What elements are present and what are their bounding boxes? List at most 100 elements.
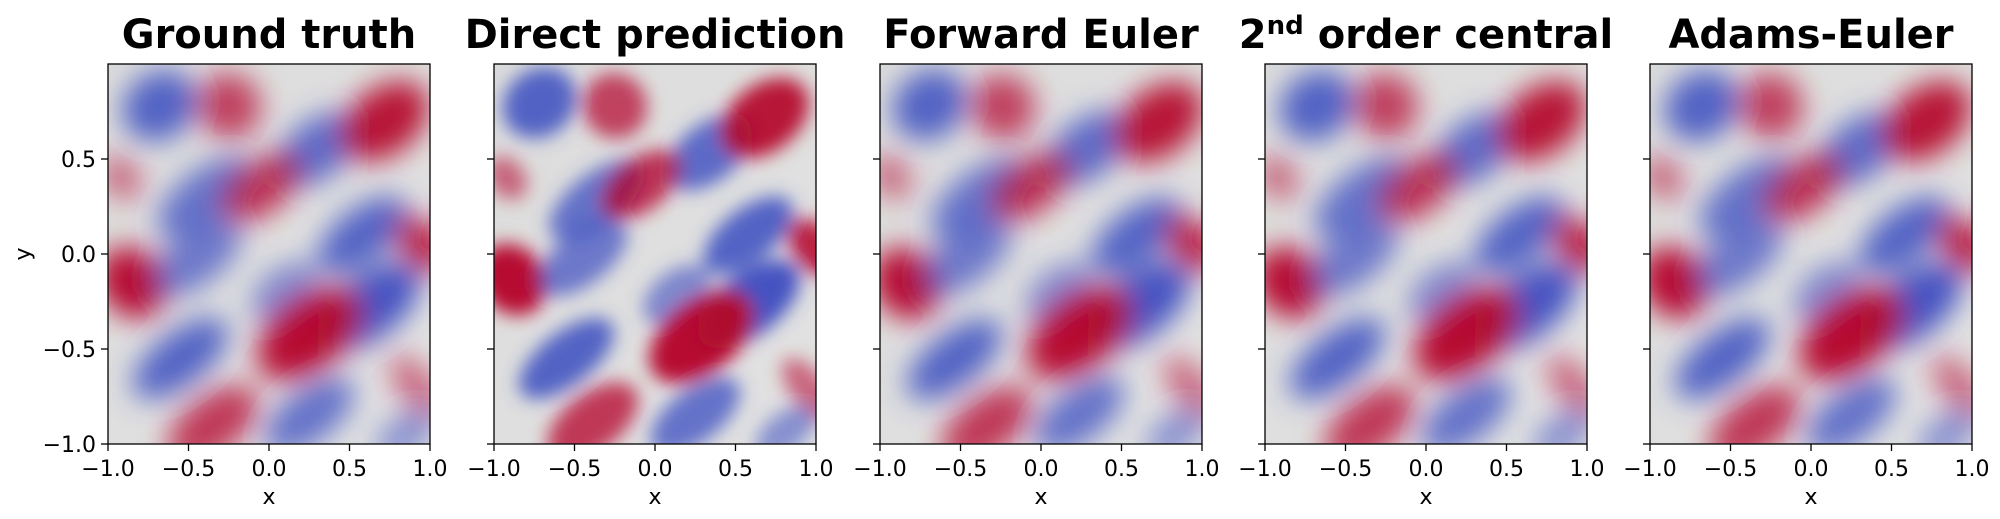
- x-tick-label: −0.5: [162, 457, 215, 482]
- heatmap-blob: [375, 408, 430, 444]
- heatmap-blob: [991, 151, 1071, 222]
- heatmap-blob: [1552, 215, 1587, 274]
- heatmap-blob: [1763, 152, 1843, 223]
- heatmap-blob: [1026, 286, 1132, 380]
- x-tick-label: 0.5: [332, 457, 367, 482]
- heatmap-blob: [256, 287, 362, 381]
- heatmap-blob: [108, 246, 167, 319]
- y-tick-label: −0.5: [43, 338, 96, 363]
- heatmap-blob: [1114, 81, 1202, 163]
- x-tick-label: 0.0: [638, 457, 673, 482]
- panel-title: Ground truth: [122, 12, 416, 58]
- heatmap-blob: [1699, 156, 1795, 238]
- heatmap-blob: [1674, 317, 1770, 400]
- panel-title: Adams-Euler: [1668, 12, 1953, 58]
- heatmap-blob: [1664, 70, 1739, 142]
- x-tick-label: 0.5: [1104, 457, 1139, 482]
- x-tick-label: −0.5: [1704, 457, 1757, 482]
- heatmap-blob: [1265, 156, 1299, 200]
- x-axis-label: x: [648, 485, 661, 510]
- heatmap-blob: [157, 156, 253, 238]
- x-tick-label: 0.0: [252, 457, 287, 482]
- heatmap-field: [108, 64, 430, 444]
- heatmap-blob: [196, 73, 262, 139]
- x-axis-label: x: [1419, 485, 1432, 510]
- x-tick-label: −1.0: [467, 457, 520, 482]
- heatmap-blob: [1546, 355, 1587, 419]
- heatmap-blob: [221, 152, 301, 223]
- heatmap-blob: [494, 243, 547, 316]
- x-tick-label: −0.5: [1319, 457, 1372, 482]
- heatmap-blob: [264, 376, 355, 444]
- heatmap-blob: [1937, 215, 1972, 274]
- heatmap-blob: [601, 149, 681, 220]
- heatmap-blob: [1353, 73, 1419, 139]
- heatmap-blob: [1265, 246, 1324, 319]
- y-tick-label: 0.0: [61, 243, 96, 268]
- x-tick-label: −1.0: [81, 457, 134, 482]
- heatmap-blob: [1532, 408, 1587, 444]
- heatmap-blob: [122, 70, 197, 142]
- heatmap-blob: [502, 67, 577, 139]
- heatmap-blob: [1798, 287, 1904, 381]
- x-tick-label: 1.0: [1955, 457, 1990, 482]
- heatmap-blob: [537, 219, 628, 297]
- heatmap-blob: [1279, 70, 1354, 142]
- x-tick-label: 0.5: [1874, 457, 1909, 482]
- heatmap-blob: [1931, 355, 1972, 419]
- x-tick-label: 0.0: [1794, 457, 1829, 482]
- heatmap-blob: [720, 77, 810, 159]
- heatmap-blob: [1421, 376, 1512, 444]
- x-tick-label: 0.5: [1489, 457, 1524, 482]
- x-axis-label: x: [1034, 485, 1047, 510]
- heatmap-blob: [1650, 246, 1709, 319]
- x-axis-label: x: [262, 485, 275, 510]
- heatmap-blob: [518, 317, 614, 400]
- heatmap-blob: [1413, 287, 1519, 381]
- heatmap-blob: [582, 73, 648, 139]
- heatmap-blob: [1034, 375, 1125, 444]
- heatmap-blob: [931, 157, 1027, 239]
- heatmap-blob: [1882, 80, 1972, 162]
- y-tick-label: −1.0: [43, 433, 96, 458]
- x-tick-label: −0.5: [548, 457, 601, 482]
- heatmap-blob: [648, 290, 754, 384]
- heatmap-blob: [1378, 152, 1458, 223]
- x-tick-label: 0.0: [1024, 457, 1059, 482]
- panel-title: Forward Euler: [883, 12, 1199, 58]
- panel-title: Direct prediction: [465, 12, 846, 58]
- heatmap-blob: [1738, 73, 1804, 139]
- x-tick-label: 1.0: [1185, 457, 1220, 482]
- heatmap-blob: [1165, 214, 1202, 273]
- heatmap-blob: [1091, 197, 1182, 275]
- heatmap-blob: [547, 382, 639, 444]
- heatmap-blob: [892, 69, 967, 141]
- heatmap-blob: [132, 317, 228, 400]
- x-tick-label: 1.0: [413, 457, 448, 482]
- x-tick-label: 1.0: [799, 457, 834, 482]
- heatmap-blob: [1806, 376, 1897, 444]
- panel-3: Forward Euler −1.0 −0.5 0.0 0.5 1.0 x: [853, 12, 1220, 510]
- panel-title: 2nd order central: [1239, 11, 1613, 58]
- heatmap-blob: [703, 196, 794, 274]
- heatmap-blob: [1859, 196, 1950, 274]
- heatmap-blob: [781, 358, 816, 422]
- heatmap-blob: [1163, 356, 1202, 420]
- heatmap-blob: [880, 247, 941, 320]
- panel-1: Ground truth −1.0 −0.5 0.0 0.5 1.0 x −1.0 −0.5 0.…: [11, 12, 448, 510]
- x-tick-label: −1.0: [1238, 457, 1291, 482]
- heatmap-blob: [317, 196, 408, 274]
- heatmap-blob: [970, 74, 1036, 140]
- heatmap-blob: [1314, 156, 1410, 238]
- heatmap-blob: [1917, 408, 1972, 444]
- heatmap-blob: [755, 405, 816, 444]
- heatmap-blob: [941, 386, 1033, 444]
- heatmap-blob: [650, 376, 741, 444]
- heatmap-blob: [880, 155, 912, 199]
- heatmap-blob: [1289, 317, 1385, 400]
- heatmap-blob: [1497, 80, 1587, 162]
- x-tick-label: 0.0: [1409, 457, 1444, 482]
- x-tick-label: −0.5: [934, 457, 987, 482]
- x-tick-label: −1.0: [853, 457, 906, 482]
